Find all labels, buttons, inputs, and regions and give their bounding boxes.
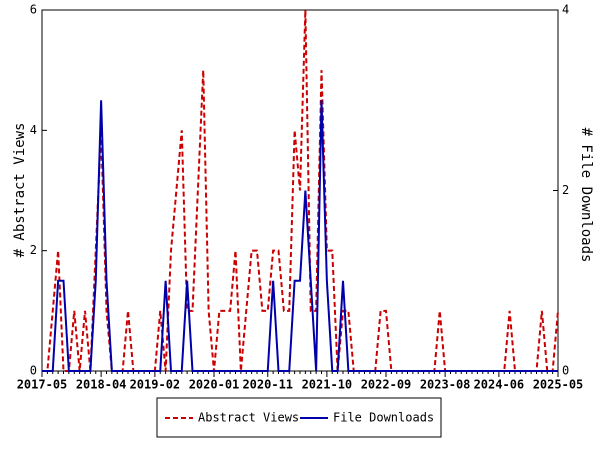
- x-tick-label: 2025-05: [533, 378, 584, 392]
- y-tick-label: 2: [30, 243, 37, 257]
- series-line: [42, 9, 559, 372]
- x-tick-label: 2017-05: [17, 378, 68, 392]
- x-tick-label: 2022-09: [361, 378, 412, 392]
- x-tick-label: 2020-11: [242, 378, 293, 392]
- y2-tick-label: 4: [562, 3, 569, 17]
- y-axis-label: # Abstract Views: [12, 123, 28, 258]
- x-tick-label: 2024-06: [474, 378, 525, 392]
- x-tick-label: 2018-04: [76, 378, 127, 392]
- y2-tick-label: 0: [562, 364, 569, 378]
- y2-axis-label: # File Downloads: [578, 128, 594, 263]
- y-tick-label: 0: [30, 364, 37, 378]
- legend: [156, 397, 442, 438]
- x-tick-label: 2019-02: [130, 378, 181, 392]
- x-tick-label: 2023-08: [420, 378, 471, 392]
- series-line: [42, 100, 558, 372]
- y-tick-label: 4: [30, 123, 37, 137]
- legend-label: Abstract Views: [198, 411, 299, 425]
- x-tick-label: 2021-10: [302, 378, 353, 392]
- y2-tick-label: 2: [562, 183, 569, 197]
- x-tick-label: 2020-01: [189, 378, 240, 392]
- legend-label: File Downloads: [333, 411, 434, 425]
- y-tick-label: 6: [30, 3, 37, 17]
